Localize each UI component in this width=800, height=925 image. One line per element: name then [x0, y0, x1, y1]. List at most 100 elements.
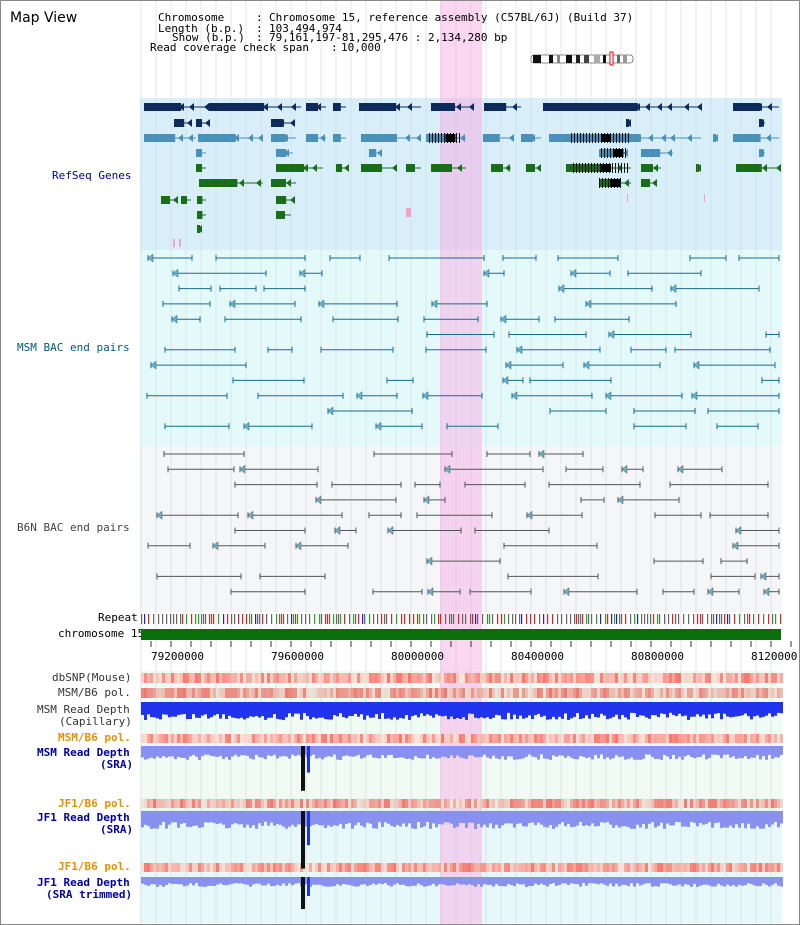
jf1-pol-2-heat-cell: [210, 863, 213, 872]
dbsnp-heat-cell: [759, 673, 762, 683]
jf1-pol-2-heat-cell: [264, 863, 267, 872]
track-label-jf1-pol[interactable]: JF1/B6 pol.: [58, 797, 131, 810]
msm-depth-sra-bar: [489, 746, 492, 759]
msm-b6-pol-2-heat-cell: [609, 734, 612, 743]
repeat-element: [653, 614, 655, 624]
dbsnp-heat-cell: [651, 673, 654, 683]
dbsnp-heat-cell: [639, 673, 642, 683]
jf1-pol-heat-cell: [456, 799, 459, 808]
jf1-pol-heat-cell: [555, 799, 558, 808]
track-label-jf1-depth-trim[interactable]: JF1 Read Depth: [37, 876, 130, 889]
track-label-msm-depth-cap[interactable]: MSM Read Depth: [37, 703, 130, 716]
dbsnp-heat-cell: [405, 673, 408, 683]
msm-b6-pol-2-heat-cell: [615, 734, 618, 743]
msm-b6-pol-2-heat-cell: [504, 734, 507, 743]
jf1-pol-heat-cell: [444, 799, 447, 808]
dbsnp-heat-cell: [252, 673, 255, 683]
track-label-jf1-depth-sra[interactable]: JF1 Read Depth: [37, 811, 130, 824]
track-label-msm-bac[interactable]: MSM BAC end pairs: [17, 341, 130, 354]
selected-region-highlight[interactable]: [440, 1, 482, 924]
msm-depth-sra-bar: [486, 746, 489, 758]
track-label-msm-b6-pol[interactable]: MSM/B6 pol.: [58, 686, 131, 699]
dbsnp-heat-cell: [750, 673, 753, 683]
jf1-pol-2-heat-cell: [507, 863, 510, 872]
jf1-depth-trim-bar: [408, 877, 411, 887]
repeat-element: [377, 614, 379, 624]
msm-depth-cap-bar: [144, 702, 147, 720]
jf1-depth-sra-bar: [372, 811, 375, 829]
jf1-depth-sra-bar-spike: [301, 811, 305, 869]
jf1-depth-sra-bar: [513, 811, 516, 828]
jf1-pol-heat-cell: [225, 799, 228, 808]
repeat-element: [305, 614, 307, 624]
msm-b6-pol-2-heat-cell: [651, 734, 654, 743]
jf1-pol-heat-cell: [534, 799, 537, 808]
dbsnp-heat-cell: [243, 673, 246, 683]
jf1-pol-2-heat-cell: [732, 863, 735, 872]
jf1-depth-sra-bar: [390, 811, 393, 826]
jf1-pol-2-heat-cell: [177, 863, 180, 872]
dbsnp-heat-cell: [195, 673, 198, 683]
msm-depth-sra-bar: [201, 746, 204, 757]
b6n-bac-arrow: [538, 449, 545, 459]
jf1-pol-2-heat-cell: [573, 863, 576, 872]
msm-b6-pol-2-heat-cell: [729, 734, 732, 743]
track-label-msm-depth-sra[interactable]: MSM Read Depth: [37, 746, 130, 759]
msm-b6-pol-2-heat-cell: [579, 734, 582, 743]
gene-navy-row-exon: [144, 103, 182, 111]
dbsnp-heat-cell: [246, 673, 249, 683]
track-label-jf1-depth-trim-sub: (SRA trimmed): [46, 888, 133, 901]
jf1-pol-2-heat-cell: [486, 863, 489, 872]
track-label-b6n-bac[interactable]: B6N BAC end pairs: [17, 521, 130, 534]
repeat-element: [753, 614, 755, 624]
jf1-depth-trim-bar: [324, 877, 327, 887]
msm-b6-pol-heat-cell: [330, 688, 333, 698]
msm-depth-sra-bar: [537, 746, 540, 760]
msm-b6-pol-heat-cell: [552, 688, 555, 698]
msm-depth-sra-bar: [363, 746, 366, 758]
track-label-jf1-pol-2[interactable]: JF1/B6 pol.: [58, 860, 131, 873]
msm-b6-pol-heat-cell: [660, 688, 663, 698]
jf1-pol-2-heat-cell: [372, 863, 375, 872]
jf1-pol-heat-cell: [219, 799, 222, 808]
jf1-pol-heat-cell: [324, 799, 327, 808]
dbsnp-heat-cell: [192, 673, 195, 683]
jf1-pol-heat-cell: [669, 799, 672, 808]
jf1-pol-2-heat-cell: [630, 863, 633, 872]
track-label-dbsnp[interactable]: dbSNP(Mouse): [52, 671, 132, 684]
jf1-depth-trim-bar: [255, 877, 258, 884]
jf1-depth-trim-bar: [756, 877, 759, 887]
jf1-depth-sra-bar: [579, 811, 582, 822]
dbsnp-heat-cell: [282, 673, 285, 683]
jf1-pol-2-heat-cell: [612, 863, 615, 872]
msm-b6-pol-2-heat-cell: [537, 734, 540, 743]
msm-b6-pol-heat-cell: [222, 688, 225, 698]
gene-navy-row-exon: [306, 103, 318, 111]
dbsnp-heat-cell: [672, 673, 675, 683]
jf1-pol-heat-cell: [627, 799, 630, 808]
jf1-depth-sra-bar: [348, 811, 351, 823]
msm-b6-pol-2-heat-cell: [708, 734, 711, 743]
msm-depth-sra-bar: [573, 746, 576, 760]
jf1-pol-heat-cell: [198, 799, 201, 808]
jf1-pol-2-heat-cell: [480, 863, 483, 872]
jf1-pol-2-heat-cell: [429, 863, 432, 872]
track-label-msm-b6-pol-2[interactable]: MSM/B6 pol.: [58, 731, 131, 744]
jf1-pol-heat-cell: [180, 799, 183, 808]
msm-depth-cap-bar: [243, 702, 246, 720]
jf1-depth-sra-bar: [618, 811, 621, 828]
b6n-bac-arrow: [444, 464, 451, 474]
jf1-depth-trim-bar: [417, 877, 420, 884]
msm-depth-sra-bar: [741, 746, 744, 759]
msm-depth-sra-bar: [495, 746, 498, 759]
jf1-depth-trim-bar: [495, 877, 498, 885]
msm-b6-pol-heat-cell: [642, 688, 645, 698]
msm-depth-cap-bar: [327, 702, 330, 720]
jf1-pol-heat-cell: [666, 799, 669, 808]
repeat-element: [364, 614, 366, 624]
jf1-pol-heat-cell: [726, 799, 729, 808]
track-label-refseq-genes[interactable]: RefSeq Genes: [52, 169, 132, 182]
jf1-pol-2-heat-cell: [408, 863, 411, 872]
